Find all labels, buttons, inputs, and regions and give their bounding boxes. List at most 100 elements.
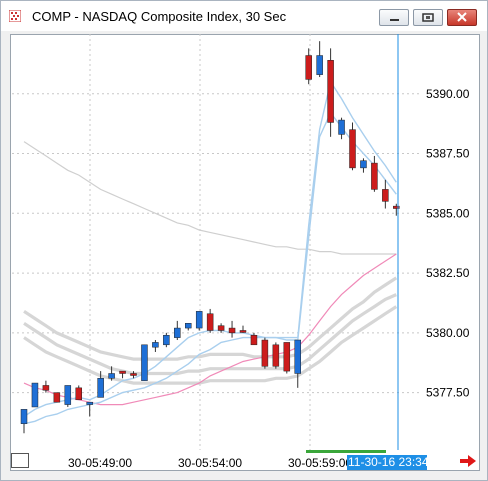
candle-body bbox=[108, 373, 115, 379]
candle-body bbox=[305, 55, 312, 80]
candle-body bbox=[272, 344, 280, 367]
candlestick[interactable] bbox=[360, 158, 367, 173]
candle-body bbox=[185, 323, 192, 329]
candlestick[interactable] bbox=[217, 323, 225, 333]
candlestick[interactable] bbox=[239, 325, 247, 333]
candlestick[interactable] bbox=[228, 320, 236, 338]
y-tick-label: 5382.50 bbox=[426, 266, 470, 280]
minimize-icon bbox=[390, 19, 399, 21]
candle-body bbox=[349, 129, 356, 169]
candlestick[interactable] bbox=[272, 342, 280, 369]
candlestick[interactable] bbox=[371, 155, 378, 192]
candle-body bbox=[283, 342, 291, 372]
y-tick-label: 5387.50 bbox=[426, 147, 470, 161]
candlestick[interactable] bbox=[42, 380, 50, 393]
candle-body bbox=[42, 385, 50, 391]
candlestick[interactable] bbox=[31, 382, 39, 408]
range-selector-box[interactable] bbox=[11, 453, 29, 468]
y-tick-label: 5380.00 bbox=[426, 326, 470, 340]
moving-average-line bbox=[23, 276, 398, 361]
volume-bar bbox=[306, 450, 386, 453]
candlestick[interactable] bbox=[86, 401, 93, 417]
candle-body bbox=[152, 342, 159, 348]
candlestick[interactable] bbox=[130, 371, 137, 379]
candle-body bbox=[141, 344, 148, 381]
candle-layer bbox=[20, 41, 400, 434]
moving-average-line bbox=[23, 253, 397, 406]
window-title: COMP - NASDAQ Composite Index, 30 Sec bbox=[32, 9, 287, 24]
candlestick[interactable] bbox=[75, 385, 82, 401]
candlestick[interactable] bbox=[206, 308, 214, 333]
moving-average-line bbox=[23, 293, 397, 376]
candlestick[interactable] bbox=[316, 41, 323, 78]
candle-body bbox=[53, 392, 61, 403]
candlestick[interactable] bbox=[250, 332, 258, 346]
candlestick[interactable] bbox=[349, 122, 356, 171]
x-tick-label: 30-05:59:00 bbox=[288, 456, 353, 470]
chart-panel bbox=[10, 34, 480, 471]
scroll-right-arrow-icon[interactable] bbox=[458, 455, 478, 467]
candle-body bbox=[75, 387, 82, 401]
candlestick[interactable] bbox=[283, 342, 291, 374]
candlestick[interactable] bbox=[108, 366, 115, 381]
app-icon bbox=[9, 10, 21, 22]
candlestick[interactable] bbox=[152, 340, 159, 352]
candlestick[interactable] bbox=[393, 203, 400, 216]
title-bar[interactable]: COMP - NASDAQ Composite Index, 30 Sec bbox=[1, 1, 487, 31]
y-axis: 5390.00 5387.50 5385.00 5382.50 5380.00 5377.… bbox=[426, 87, 470, 400]
candle-body bbox=[338, 119, 345, 135]
candlestick[interactable] bbox=[185, 323, 192, 331]
candle-body bbox=[119, 370, 126, 374]
y-tick-label: 5377.50 bbox=[426, 386, 470, 400]
candle-body bbox=[86, 401, 93, 405]
y-tick-label: 5385.00 bbox=[426, 206, 470, 220]
candlestick[interactable] bbox=[97, 371, 104, 398]
candle-body bbox=[250, 334, 258, 346]
candle-body bbox=[228, 327, 236, 334]
candle-body bbox=[239, 330, 247, 333]
candle-body bbox=[261, 339, 269, 367]
candle-body bbox=[20, 409, 28, 424]
candlestick[interactable] bbox=[327, 48, 334, 137]
candle-body bbox=[294, 339, 301, 374]
candle-body bbox=[206, 313, 214, 331]
y-tick-label: 5390.00 bbox=[426, 87, 470, 101]
candlestick[interactable] bbox=[163, 332, 170, 348]
candlestick[interactable] bbox=[261, 337, 269, 369]
candlestick[interactable] bbox=[338, 117, 345, 140]
candle-body bbox=[163, 334, 170, 346]
x-tick-label: 30-05:49:00 bbox=[68, 456, 133, 470]
close-icon bbox=[457, 12, 467, 22]
moving-average-line bbox=[23, 305, 398, 385]
candle-body bbox=[393, 205, 400, 209]
candle-body bbox=[360, 160, 367, 169]
candlestick[interactable] bbox=[195, 311, 203, 331]
candlestick[interactable] bbox=[294, 339, 301, 388]
candlestick[interactable] bbox=[53, 392, 61, 403]
x-tick-label: 30-05:54:00 bbox=[178, 456, 243, 470]
moving-average-line bbox=[23, 111, 397, 425]
candle-body bbox=[64, 385, 72, 405]
candlestick[interactable] bbox=[20, 409, 28, 434]
candle-body bbox=[382, 189, 389, 202]
candle-body bbox=[97, 378, 104, 398]
candle-body bbox=[327, 60, 334, 123]
candle-body bbox=[195, 311, 203, 329]
restore-icon bbox=[422, 13, 434, 22]
minimize-button[interactable] bbox=[379, 9, 409, 26]
candlestick[interactable] bbox=[141, 344, 148, 381]
candlestick[interactable] bbox=[174, 320, 181, 341]
candlestick[interactable] bbox=[305, 48, 312, 85]
candlestick[interactable] bbox=[119, 370, 126, 379]
candlestick-chart[interactable]: 5390.00 5387.50 5385.00 5382.50 5380.00 5377.… bbox=[10, 34, 478, 454]
chart-grid bbox=[12, 34, 420, 450]
candlestick[interactable] bbox=[382, 179, 389, 209]
candle-body bbox=[316, 55, 323, 75]
candle-body bbox=[31, 382, 39, 408]
candlestick[interactable] bbox=[64, 385, 72, 407]
restore-button[interactable] bbox=[413, 9, 443, 26]
moving-average-line bbox=[23, 141, 397, 255]
close-button[interactable] bbox=[447, 9, 477, 26]
crosshair-time-badge: 11-30-16 23:34:00 bbox=[347, 455, 446, 470]
